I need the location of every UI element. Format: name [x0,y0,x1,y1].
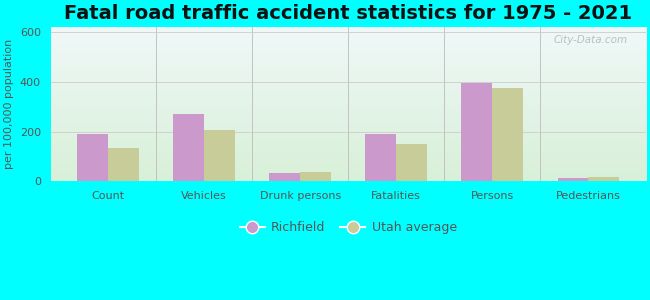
Bar [558,178,588,181]
Title: Fatal road traffic accident statistics for 1975 - 2021: Fatal road traffic accident statistics f… [64,4,632,23]
Bar [77,134,108,181]
Bar [396,144,427,181]
Legend: Richfield, Utah average: Richfield, Utah average [235,216,462,239]
Bar [174,114,204,181]
Y-axis label: per 100,000 population: per 100,000 population [4,39,14,170]
Bar [588,177,619,181]
Bar [204,130,235,181]
Bar [365,134,396,181]
Bar [108,148,139,181]
Bar [270,173,300,181]
Bar [300,172,331,181]
Bar [492,88,523,181]
Text: City-Data.com: City-Data.com [554,35,628,45]
Bar [462,83,492,181]
